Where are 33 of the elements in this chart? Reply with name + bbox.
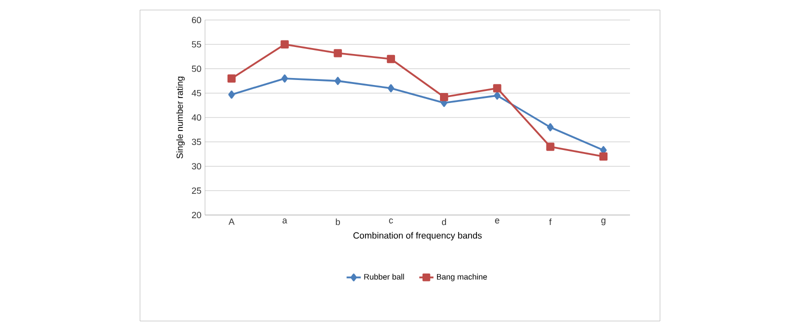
y-axis-title: Single number rating (176, 76, 185, 158)
point (494, 91, 500, 100)
x-tick-label: d (442, 218, 446, 226)
x-tick-label: c (389, 218, 393, 224)
x-tick-label: f (549, 218, 552, 226)
y-tick-label: 45 (192, 90, 202, 96)
x-tick-label: e (495, 218, 500, 224)
y-tick-label: 60 (192, 16, 202, 24)
point (388, 84, 394, 92)
y-tick-label: 55 (192, 41, 202, 48)
point (440, 92, 448, 102)
y-tick-label: 40 (192, 114, 202, 121)
x-axis-title: Combination of frequency bands (353, 232, 482, 240)
point (280, 40, 289, 48)
point (546, 142, 554, 151)
x-tick-label: a (282, 218, 288, 224)
point (228, 90, 235, 99)
point (334, 76, 342, 86)
point (547, 123, 554, 132)
x-tick-label: g (601, 218, 606, 226)
x-tick-label: A (228, 218, 235, 225)
point (493, 84, 502, 92)
y-tick-label: 20 (192, 212, 202, 218)
point (281, 74, 288, 83)
y-tick-label: 35 (192, 138, 202, 146)
y-tick-label: 30 (192, 163, 202, 170)
y-tick-label: 50 (192, 66, 202, 72)
point (386, 54, 396, 64)
y-tick-label: 25 (192, 187, 202, 194)
point (599, 152, 608, 161)
point (227, 74, 236, 83)
x-tick-label: b (336, 218, 340, 226)
point (334, 49, 342, 58)
